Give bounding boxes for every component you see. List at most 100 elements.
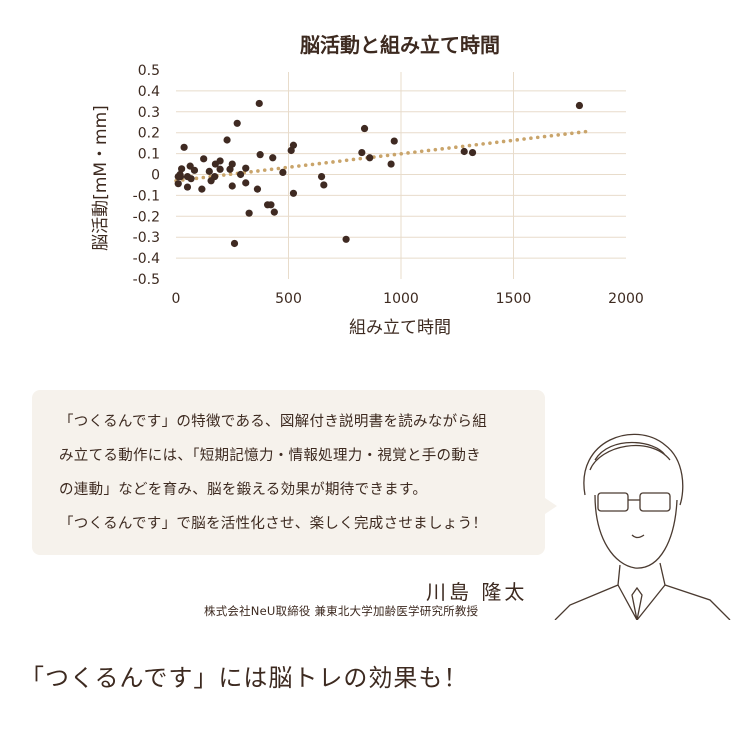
data-point [230, 239, 239, 248]
professor-portrait-illustration [554, 433, 731, 620]
quote-line: の連動」などを育み、脳を鍛える効果が期待できます。 [59, 482, 428, 498]
y-tick-label: 0.2 [138, 126, 160, 142]
trendline-dot [474, 142, 479, 147]
y-tick-label: 0.1 [138, 147, 160, 163]
trendline-dot [529, 136, 533, 141]
trendline-dot [324, 160, 328, 165]
trendline-dot [549, 133, 554, 138]
y-tick-label: -0.1 [133, 188, 160, 204]
trendline-dot [501, 139, 506, 144]
trendline-dot [283, 165, 288, 170]
data-point [223, 136, 231, 144]
trendline-dot [494, 140, 499, 145]
trendline-dot [583, 129, 588, 134]
data-point [575, 101, 584, 110]
trendline-dot [297, 164, 301, 168]
trendline-dot [194, 176, 199, 181]
x-tick-label: 1500 [496, 291, 532, 307]
y-tick-label: -0.4 [133, 251, 160, 267]
trendline-dot [556, 133, 560, 137]
x-tick-label: 1000 [383, 291, 419, 307]
data-point [176, 172, 185, 181]
trendline-dot [440, 147, 444, 151]
trendline-dot [351, 157, 356, 162]
data-point [211, 172, 219, 181]
data-point [269, 154, 277, 162]
quote-line: み立てる動作には、「短期記憶力・情報処理力・視覚と手の動き [59, 448, 481, 464]
data-point [289, 189, 298, 197]
y-ticks: 0.5 0.4 0.3 0.2 0.1 0 -0.1 -0.2 -0.3 -0.4 -0.5 [133, 63, 160, 288]
data-point [390, 137, 398, 145]
trendline-dot [385, 153, 390, 158]
y-tick-label: 0.3 [138, 105, 160, 121]
trendline-dot [570, 131, 574, 136]
quote-bubble: 「つくるんです」の特徴である、図解付き説明書を読みながら組 み立てる動作には、「… [32, 390, 557, 555]
trendline-dot [378, 154, 383, 159]
trendline-dot [481, 142, 485, 146]
trendline-dot [508, 138, 513, 143]
trendline-dot [228, 172, 233, 177]
trendline-dot [303, 163, 308, 168]
trendline-dot [276, 166, 281, 171]
data-point [317, 172, 326, 181]
y-tick-label: 0 [151, 168, 160, 184]
data-point [342, 235, 350, 243]
quote-line: 「つくるんです」で脳を活性化させ、楽しく完成させましょう！ [59, 516, 488, 532]
data-point [366, 154, 374, 162]
data-point [216, 157, 224, 165]
trendline-dot [358, 156, 363, 161]
trendline-dot [515, 138, 520, 142]
trendline-dot [522, 137, 526, 141]
trendline-dot [542, 134, 547, 139]
trendline-dot [331, 160, 335, 164]
trendline-dot [467, 143, 472, 148]
trendline-dot [488, 141, 492, 145]
trendline-dot [576, 130, 581, 135]
data-point [236, 170, 245, 179]
x-tick-label: 500 [275, 291, 302, 307]
trendline-dot [338, 159, 342, 163]
y-tick-label: -0.2 [133, 209, 160, 225]
data-point [279, 168, 287, 177]
grid [176, 72, 626, 279]
data-points [174, 99, 584, 248]
trendline-dot [447, 146, 451, 150]
quote-line: 「つくるんです」の特徴である、図解付き説明書を読みながら組 [59, 414, 488, 430]
data-point [205, 167, 213, 175]
data-point [387, 160, 395, 168]
y-tick-label: -0.3 [133, 230, 160, 246]
data-point [187, 175, 195, 183]
data-point [178, 165, 186, 173]
data-point [245, 209, 253, 217]
trendline-dot [419, 149, 424, 154]
data-point [190, 166, 199, 174]
y-axis-label: 脳活動[mM・mm] [91, 105, 111, 251]
x-axis-label: 組み立て時間 [349, 318, 451, 338]
trendline-dot [460, 144, 465, 149]
data-point [320, 181, 328, 189]
data-point [216, 165, 224, 173]
y-tick-label: 0.5 [138, 63, 160, 79]
trendline-dot [249, 169, 253, 174]
trendline-dot [413, 150, 417, 154]
x-tick-label: 0 [172, 291, 181, 307]
trendline-dot [454, 145, 458, 150]
data-point [360, 124, 369, 133]
data-point [255, 99, 263, 108]
data-point [200, 155, 208, 163]
trendline-dot [392, 152, 397, 157]
trendline-dot [563, 132, 567, 136]
data-point [174, 180, 182, 188]
data-point [253, 185, 262, 193]
data-point [270, 208, 278, 216]
x-tick-label: 2000 [608, 291, 644, 307]
trendline-dot [317, 161, 322, 166]
data-point [242, 179, 250, 187]
data-point [468, 148, 477, 157]
data-point [228, 160, 236, 168]
headline: 「つくるんです」には脳トレの効果も！ [20, 664, 469, 692]
data-point [183, 183, 192, 191]
trendline-dot [399, 151, 404, 156]
trendline-dot [256, 169, 260, 173]
person-name: 川島 隆太 [426, 580, 528, 604]
